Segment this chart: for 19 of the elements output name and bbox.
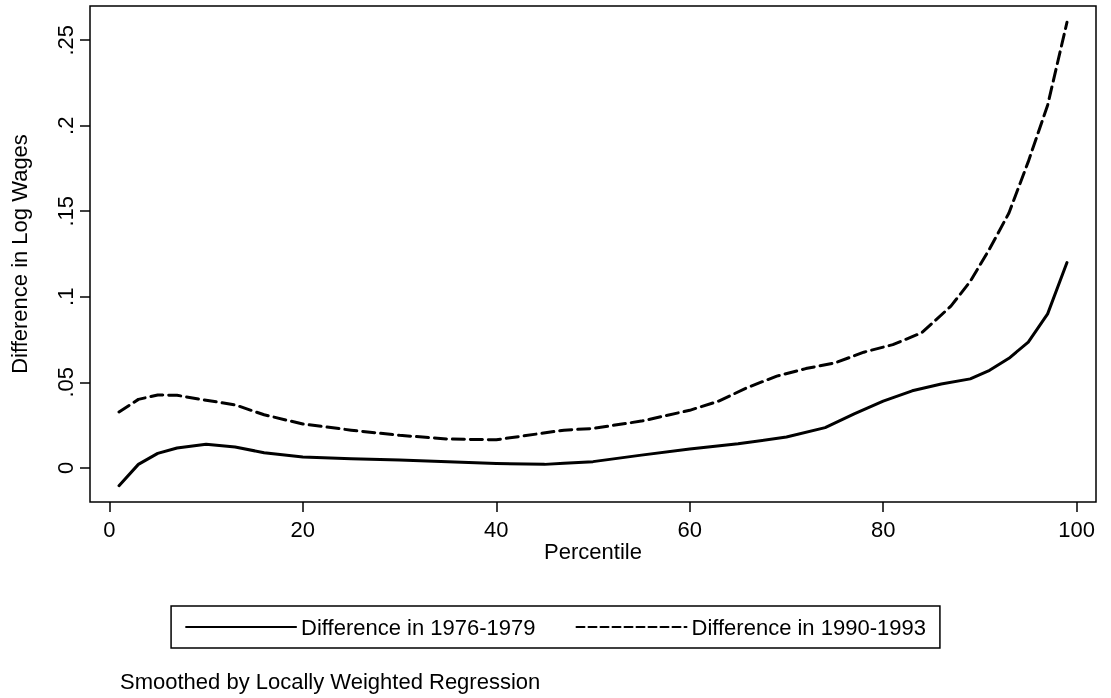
y-tick-label: .25 [52, 24, 78, 56]
x-tick-label: 60 [677, 516, 702, 542]
y-tick-label: .15 [52, 195, 78, 227]
x-tick-label: 40 [484, 516, 509, 542]
legend-label: Difference in 1990-1993 [691, 614, 926, 640]
text: Smoothed by Locally Weighted Regression [120, 668, 541, 694]
line-series [117, 261, 1069, 488]
x-tick-label: 100 [1058, 516, 1096, 542]
y-tick-label: .2 [52, 116, 78, 135]
y-tick-label: .05 [52, 366, 78, 398]
y-axis-title: Difference in Log Wages [6, 134, 32, 374]
y-tick-label: 0 [52, 461, 78, 474]
legend-label: Difference in 1976-1979 [301, 614, 536, 640]
x-axis-title: Percentile [544, 538, 642, 564]
x-tick-label: 20 [290, 516, 316, 542]
x-tick-label: 80 [870, 516, 896, 542]
y-tick-label: .1 [52, 287, 78, 306]
x-tick-label: 0 [103, 516, 116, 542]
line-series [117, 20, 1069, 442]
